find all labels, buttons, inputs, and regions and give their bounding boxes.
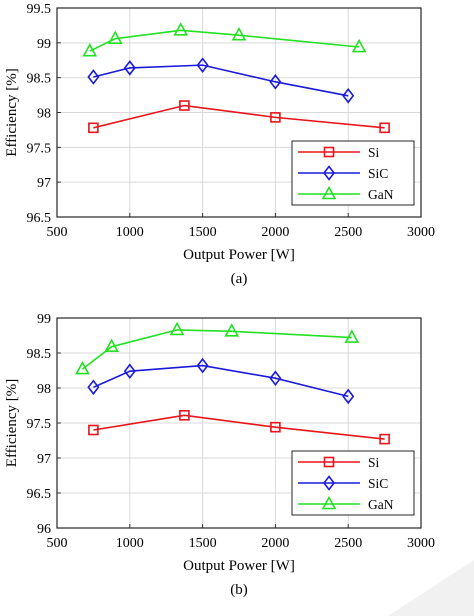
data-point bbox=[87, 69, 100, 85]
x-tick-label: 1000 bbox=[116, 225, 144, 240]
data-point bbox=[231, 26, 247, 41]
data-point bbox=[173, 22, 189, 36]
x-tick-label: 500 bbox=[47, 536, 68, 551]
y-tick-label: 99.5 bbox=[27, 2, 52, 17]
legend-marker bbox=[321, 185, 337, 200]
y-tick-label: 96.5 bbox=[27, 487, 52, 502]
y-axis-label: Efficiency [%] bbox=[4, 379, 20, 467]
legend-item-sic: SiC bbox=[298, 165, 388, 181]
legend-marker bbox=[322, 475, 336, 491]
legend-item-gan: GaN bbox=[298, 495, 394, 512]
y-tick-label: 98 bbox=[37, 382, 51, 397]
x-tick-label: 1500 bbox=[189, 225, 217, 240]
watermark-shape bbox=[388, 560, 474, 616]
axes-frame bbox=[56, 7, 422, 218]
data-point bbox=[123, 363, 136, 380]
data-point bbox=[342, 388, 355, 405]
data-point bbox=[351, 38, 367, 53]
x-tick-label: 1500 bbox=[189, 536, 217, 551]
data-point bbox=[75, 360, 90, 375]
legend: Si SiC GaN bbox=[291, 140, 415, 206]
data-point bbox=[179, 100, 190, 111]
series-line-gan bbox=[89, 29, 360, 52]
data-point bbox=[269, 74, 282, 90]
data-point bbox=[104, 338, 119, 353]
data-point bbox=[224, 323, 240, 337]
data-point bbox=[342, 87, 355, 104]
data-point bbox=[169, 321, 185, 336]
legend: Si SiC GaN bbox=[291, 450, 415, 516]
x-axis-label: Output Power [W] bbox=[183, 247, 295, 263]
data-point bbox=[179, 409, 190, 421]
y-tick-label: 99 bbox=[37, 37, 51, 52]
y-tick-label: 98 bbox=[37, 107, 51, 122]
data-point bbox=[270, 421, 281, 433]
legend-marker bbox=[323, 456, 335, 468]
series-line-si bbox=[93, 104, 385, 129]
x-tick-label: 1000 bbox=[116, 536, 144, 551]
x-tick-label: 2500 bbox=[334, 536, 362, 551]
legend-label: SiC bbox=[368, 166, 388, 181]
y-tick-label: 99 bbox=[37, 312, 51, 327]
legend-item-si: Si bbox=[298, 455, 380, 470]
legend-label: GaN bbox=[368, 497, 394, 512]
legend-item-sic: SiC bbox=[298, 475, 388, 491]
legend-item-si: Si bbox=[298, 145, 380, 160]
legend-label: Si bbox=[368, 455, 380, 470]
data-point bbox=[87, 379, 100, 396]
y-tick-label: 97.5 bbox=[27, 141, 52, 156]
series-line-si bbox=[93, 414, 385, 440]
legend-label: Si bbox=[368, 145, 380, 160]
data-point bbox=[379, 433, 390, 445]
x-tick-label: 500 bbox=[47, 225, 68, 240]
data-point bbox=[379, 122, 390, 134]
legend-marker bbox=[322, 165, 336, 181]
chart-panel-a: 500 1000 1500 2000 2500 3000 96.5 97 97.5 98 98.5 9… bbox=[4, 2, 435, 287]
y-tick-label: 97 bbox=[37, 452, 51, 467]
legend-label: SiC bbox=[368, 476, 388, 491]
data-point bbox=[88, 424, 99, 436]
y-tick-label: 97 bbox=[37, 176, 51, 191]
data-point bbox=[196, 57, 209, 73]
series-si bbox=[88, 409, 390, 445]
legend-marker bbox=[321, 495, 337, 510]
legend-label: GaN bbox=[368, 187, 394, 202]
y-tick-label: 98.5 bbox=[27, 347, 52, 362]
x-tick-label: 3000 bbox=[407, 536, 435, 551]
data-point bbox=[269, 370, 282, 387]
data-point bbox=[344, 329, 360, 343]
y-tick-label: 96.5 bbox=[27, 211, 52, 226]
figure-caption: (b) bbox=[230, 582, 248, 598]
data-point bbox=[123, 60, 136, 76]
axes-frame bbox=[56, 317, 422, 529]
legend-marker bbox=[323, 146, 335, 158]
series-sic bbox=[87, 357, 355, 405]
x-tick-label: 3000 bbox=[407, 225, 435, 240]
y-tick-label: 96 bbox=[37, 522, 51, 537]
figure-caption: (a) bbox=[231, 271, 248, 287]
y-axis-label: Efficiency [%] bbox=[4, 68, 20, 156]
data-point bbox=[196, 357, 209, 374]
series-line-gan bbox=[81, 329, 352, 370]
y-tick-label: 97.5 bbox=[27, 417, 52, 432]
series-sic bbox=[87, 57, 355, 104]
x-axis-label: Output Power [W] bbox=[183, 558, 295, 574]
legend-item-gan: GaN bbox=[298, 185, 394, 202]
x-tick-label: 2500 bbox=[334, 225, 362, 240]
x-tick-label: 2000 bbox=[261, 536, 289, 551]
series-si bbox=[88, 100, 390, 134]
chart-panel-b: 500 1000 1500 2000 2500 3000 96 96.5 97 97.5 98 98.… bbox=[4, 312, 435, 598]
series-gan bbox=[75, 321, 360, 375]
data-point bbox=[88, 122, 99, 134]
data-point bbox=[107, 30, 123, 44]
series-gan bbox=[82, 22, 367, 57]
y-tick-label: 98.5 bbox=[27, 72, 52, 87]
series-line-sic bbox=[93, 364, 349, 398]
data-point bbox=[270, 112, 281, 123]
series-line-sic bbox=[93, 64, 349, 97]
x-tick-label: 2000 bbox=[261, 225, 289, 240]
data-point bbox=[82, 43, 98, 57]
